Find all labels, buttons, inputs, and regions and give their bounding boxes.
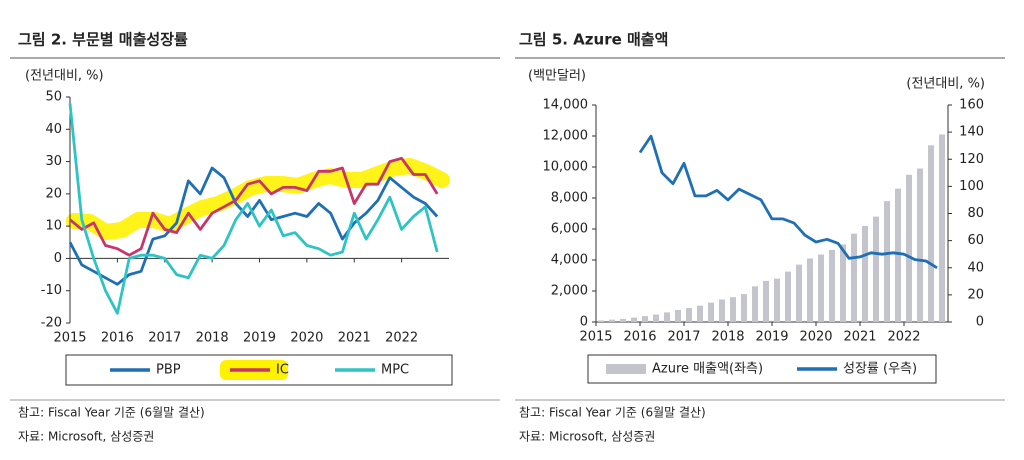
bar [719, 299, 725, 322]
bar [675, 309, 681, 322]
chart-title: 그림 5. Azure 매출액 [519, 31, 668, 49]
y-tick-label: 10,000 [543, 160, 589, 175]
y-tick-label: 6,000 [551, 222, 588, 237]
chart-title: 그림 2. 부문별 매출성장률 [18, 31, 188, 49]
bar [697, 305, 703, 322]
y-tick-label: 0 [580, 315, 588, 330]
y-axis-label: (전년대비, %) [25, 69, 104, 84]
bar [818, 254, 824, 322]
x-tick-label: 2018 [711, 330, 744, 345]
legend-label: Azure 매출액(좌측) [652, 362, 763, 377]
y-tick-label: 14,000 [543, 98, 589, 113]
x-tick-label: 2020 [290, 331, 323, 346]
highlight-band [66, 158, 450, 240]
y-tick-label: 50 [45, 90, 62, 105]
legend-swatch [606, 364, 646, 374]
x-tick-label: 2022 [385, 331, 418, 346]
bar [763, 280, 769, 322]
bar [620, 318, 626, 322]
y2-tick-label: 0 [976, 315, 984, 330]
note: 참고: Fiscal Year 기준 (6월말 결산) [519, 406, 706, 420]
y-tick-label: -10 [41, 283, 62, 298]
series-line [638, 134, 938, 269]
y2-axis-label: (전년대비, %) [906, 77, 985, 92]
bar [708, 302, 714, 322]
note: 자료: Microsoft, 삼성증권 [519, 430, 655, 444]
y-tick-label: 0 [54, 251, 62, 266]
series-line [68, 103, 439, 315]
y2-tick-label: 140 [959, 125, 984, 140]
y-tick-label: 8,000 [551, 191, 588, 206]
x-tick-label: 2020 [799, 330, 832, 345]
bar [906, 174, 912, 322]
y2-tick-label: 60 [967, 233, 984, 248]
x-tick-label: 2016 [101, 331, 134, 346]
y-axis-label: (백만달러) [528, 69, 586, 84]
y2-tick-label: 80 [967, 206, 984, 221]
legend-box [587, 354, 937, 384]
y2-tick-label: 100 [959, 179, 984, 194]
bar [598, 320, 604, 322]
bar [686, 308, 692, 322]
x-tick-label: 2018 [196, 331, 229, 346]
y2-tick-label: 120 [959, 152, 984, 167]
legend-label: MPC [381, 363, 409, 378]
x-tick-label: 2022 [887, 330, 920, 345]
bar [796, 264, 802, 322]
y-tick-label: 12,000 [543, 129, 589, 144]
legend-box [65, 354, 453, 386]
x-tick-label: 2021 [843, 330, 876, 345]
bar [774, 278, 780, 322]
legend-label: PBP [156, 363, 181, 378]
series-line [69, 156, 439, 257]
x-tick-label: 2017 [667, 330, 700, 345]
x-tick-label: 2017 [148, 331, 181, 346]
y-tick-label: 10 [45, 219, 62, 234]
bar [642, 316, 648, 322]
y-tick-label: 2,000 [551, 284, 588, 299]
bar [862, 225, 868, 322]
note: 참고: Fiscal Year 기준 (6월말 결산) [18, 406, 205, 420]
bar [928, 145, 934, 322]
x-tick-label: 2016 [623, 330, 656, 345]
bar [829, 249, 835, 322]
bar [807, 258, 813, 322]
bar [840, 244, 846, 322]
bar [884, 201, 890, 322]
y2-tick-label: 40 [967, 260, 984, 275]
y2-tick-label: 160 [959, 98, 984, 113]
bar [664, 312, 670, 322]
bar [917, 168, 923, 322]
bar [741, 294, 747, 322]
y-tick-label: -20 [41, 316, 62, 331]
y-tick-label: 40 [45, 122, 62, 137]
y-tick-label: 20 [45, 186, 62, 201]
bar [609, 319, 615, 322]
bar [895, 188, 901, 322]
bar [873, 216, 879, 322]
series-line [68, 166, 439, 286]
x-tick-label: 2019 [755, 330, 788, 345]
x-tick-label: 2019 [243, 331, 276, 346]
x-tick-label: 2021 [338, 331, 371, 346]
bar [851, 233, 857, 322]
y-tick-label: 4,000 [551, 253, 588, 268]
bar [939, 134, 945, 322]
y2-tick-label: 20 [967, 287, 984, 302]
legend-label: IC [276, 363, 289, 378]
y-tick-label: 30 [45, 154, 62, 169]
note: 자료: Microsoft, 삼성증권 [18, 430, 154, 444]
bar [653, 314, 659, 322]
legend-label: 성장률 (우측) [843, 362, 917, 377]
x-tick-label: 2015 [579, 330, 612, 345]
bar [785, 271, 791, 322]
bar [631, 317, 637, 322]
bar [730, 297, 736, 322]
x-tick-label: 2015 [53, 331, 86, 346]
bar [752, 286, 758, 322]
